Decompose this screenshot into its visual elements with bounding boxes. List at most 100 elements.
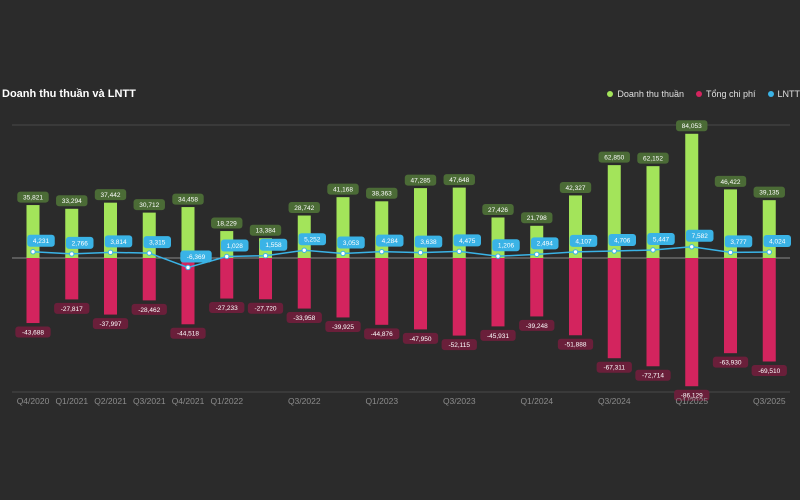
data-label-cost: -39,925	[332, 324, 354, 331]
data-label-revenue: 35,821	[23, 194, 43, 201]
point-profit	[495, 253, 501, 259]
bar-revenue	[452, 187, 466, 258]
bar-revenue	[65, 208, 79, 258]
point-profit	[69, 251, 75, 257]
data-label-cost: -52,115	[448, 342, 470, 349]
data-label-profit-bg	[453, 234, 481, 247]
data-label-cost: -27,720	[254, 306, 276, 313]
data-label-cost-bg	[635, 369, 671, 381]
x-tick-label: Q2/2021	[94, 396, 127, 406]
point-profit	[650, 247, 656, 253]
data-label-profit: 5,252	[304, 237, 321, 244]
bar-cost	[569, 258, 582, 336]
bar-cost	[297, 258, 311, 309]
data-label-profit: 1,028	[227, 243, 244, 250]
data-label-cost: -51,888	[564, 342, 586, 349]
x-tick-label: Q3/2023	[443, 396, 476, 406]
data-label-profit-bg	[647, 232, 675, 245]
data-label-profit: 7,582	[692, 233, 709, 240]
data-label-profit-bg	[221, 239, 249, 252]
data-label-cost-bg	[92, 318, 129, 330]
data-label-profit: 4,107	[575, 238, 592, 245]
data-label-revenue: 39,135	[759, 190, 779, 197]
data-label-cost: -72,714	[642, 373, 664, 380]
data-label-cost-bg	[131, 303, 167, 315]
data-label-revenue: 62,152	[643, 156, 663, 163]
bar-revenue	[685, 133, 699, 258]
data-label-profit-bg	[531, 237, 559, 250]
legend: Doanh thu thuần Tổng chi phí LNTT	[607, 89, 800, 99]
data-label-cost: -28,462	[138, 307, 160, 314]
bar-cost	[259, 258, 272, 300]
data-label-revenue-bg	[172, 193, 204, 205]
x-tick-label: Q3/2021	[133, 396, 166, 406]
data-label-cost-bg	[557, 338, 594, 350]
bar-cost	[220, 258, 234, 299]
x-tick-label: Q3/2025	[753, 396, 786, 406]
x-tick-label: Q4/2021	[172, 396, 205, 406]
data-label-cost: -67,311	[603, 365, 625, 372]
data-label-profit-bg	[492, 239, 520, 252]
data-label-profit-bg	[27, 234, 55, 247]
data-label-cost-bg	[751, 364, 787, 376]
data-label-cost: -39,248	[526, 323, 548, 330]
x-tick-label: Q1/2021	[55, 396, 88, 406]
legend-item-revenue[interactable]: Doanh thu thuần	[607, 89, 684, 99]
point-profit	[534, 251, 540, 258]
data-label-cost-bg	[596, 361, 632, 373]
point-profit	[262, 252, 269, 259]
data-label-profit: 4,475	[459, 238, 476, 245]
data-label-revenue: 13,384	[256, 228, 276, 235]
data-label-revenue-bg	[753, 186, 785, 198]
data-label-revenue: 62,850	[604, 155, 624, 162]
bar-cost	[26, 258, 40, 324]
bar-cost	[375, 258, 389, 325]
data-label-cost-bg	[441, 339, 477, 351]
data-label-revenue-bg	[443, 174, 475, 186]
data-label-cost: -43,688	[22, 329, 44, 336]
legend-item-cost[interactable]: Tổng chi phí	[695, 89, 756, 99]
legend-swatch-profit	[767, 91, 774, 97]
data-label-cost-bg	[54, 302, 90, 314]
data-label-cost-bg	[15, 326, 51, 338]
bar-cost	[685, 258, 699, 387]
data-label-revenue-bg	[598, 151, 630, 163]
data-label-cost-bg	[286, 312, 322, 324]
point-profit	[456, 248, 462, 255]
data-label-revenue: 47,285	[411, 178, 431, 185]
data-label-cost-bg	[209, 302, 245, 314]
data-label-profit: 4,284	[382, 238, 399, 245]
point-profit	[766, 249, 772, 255]
point-profit	[185, 264, 191, 271]
data-label-cost-bg	[712, 356, 749, 368]
point-profit	[417, 249, 424, 256]
legend-swatch-revenue	[607, 91, 614, 97]
bar-revenue	[724, 189, 737, 258]
data-label-revenue-bg	[288, 202, 320, 214]
data-label-cost: -33,958	[293, 315, 315, 322]
data-label-cost: -44,518	[177, 331, 199, 338]
data-label-profit-bg	[608, 234, 636, 247]
data-label-revenue-bg	[559, 181, 592, 193]
data-label-cost-bg	[402, 332, 439, 344]
data-label-revenue: 27,426	[488, 207, 508, 214]
bar-cost	[491, 258, 505, 327]
data-label-profit-bg	[569, 234, 598, 247]
data-label-profit: 5,447	[653, 236, 670, 243]
data-label-revenue: 37,442	[101, 192, 121, 199]
data-label-profit-bg	[66, 236, 94, 249]
data-label-revenue: 18,229	[217, 220, 237, 227]
data-label-cost: -37,997	[99, 321, 121, 328]
data-label-profit-bg	[414, 235, 443, 248]
line-profit	[32, 246, 770, 269]
legend-item-profit[interactable]: LNTT	[767, 89, 800, 99]
data-label-revenue-bg	[521, 212, 553, 224]
x-tick-label: Q1/2022	[210, 396, 243, 406]
data-label-profit-bg	[259, 238, 288, 251]
data-label-cost-bg	[480, 329, 516, 341]
bar-cost	[65, 258, 79, 300]
data-label-revenue: 33,294	[62, 198, 82, 205]
data-label-revenue-bg	[676, 120, 708, 132]
data-label-cost: -86,129	[681, 393, 703, 400]
